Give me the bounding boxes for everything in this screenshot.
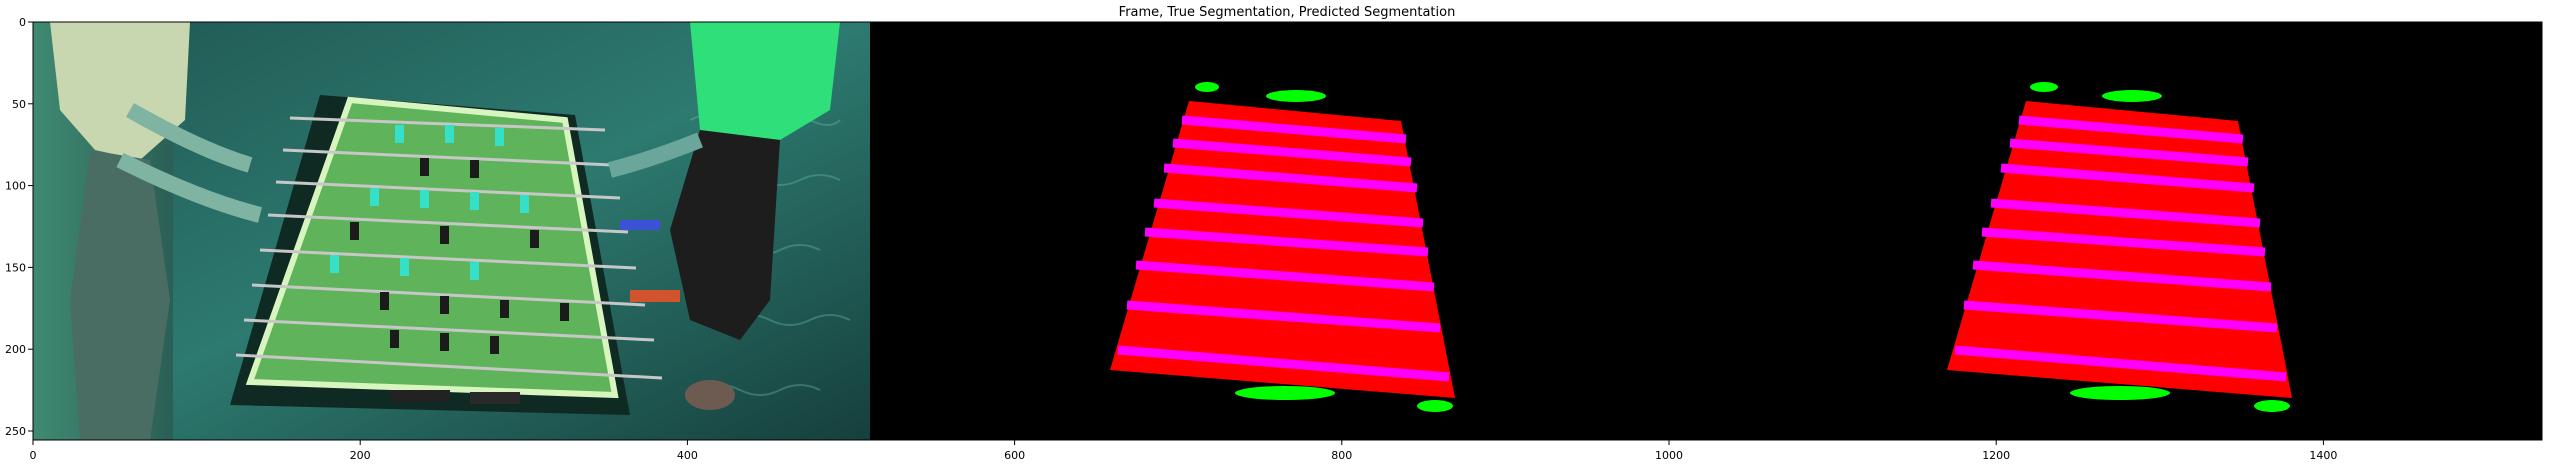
x-tick-label: 800 <box>1331 449 1352 462</box>
x-tick-label: 200 <box>350 449 371 462</box>
rod-stripes <box>1117 115 1450 382</box>
y-axis-ticks: 0 50 100 150 200 250 <box>5 16 33 438</box>
foosball-table <box>230 95 663 415</box>
axes-frame <box>32 21 2543 441</box>
handle-blobs-pred <box>2030 82 2290 412</box>
y-tick-label: 200 <box>5 343 26 356</box>
y-tick-label: 0 <box>19 16 26 29</box>
x-tick-label: 0 <box>30 449 37 462</box>
predicted-segmentation-panel <box>1947 82 2292 412</box>
frame-panel <box>33 22 870 440</box>
x-axis-ticks: 0 200 400 600 800 1000 1200 1400 <box>30 440 2337 462</box>
y-tick-label: 150 <box>5 261 26 274</box>
y-tick-label: 50 <box>12 98 26 111</box>
y-tick-label: 250 <box>5 425 26 438</box>
handle-blobs <box>1195 82 1453 412</box>
figure-title: Frame, True Segmentation, Predicted Segm… <box>1119 5 1456 20</box>
x-tick-label: 400 <box>677 449 698 462</box>
x-tick-label: 1000 <box>1655 449 1683 462</box>
rod-stripes-pred <box>1954 115 2287 382</box>
true-segmentation-panel <box>1110 82 1455 412</box>
left-player <box>50 22 262 440</box>
y-tick-label: 100 <box>5 180 26 193</box>
x-tick-label: 1400 <box>2309 449 2337 462</box>
right-player <box>608 22 840 410</box>
x-tick-label: 600 <box>1004 449 1025 462</box>
x-tick-label: 1200 <box>1982 449 2010 462</box>
